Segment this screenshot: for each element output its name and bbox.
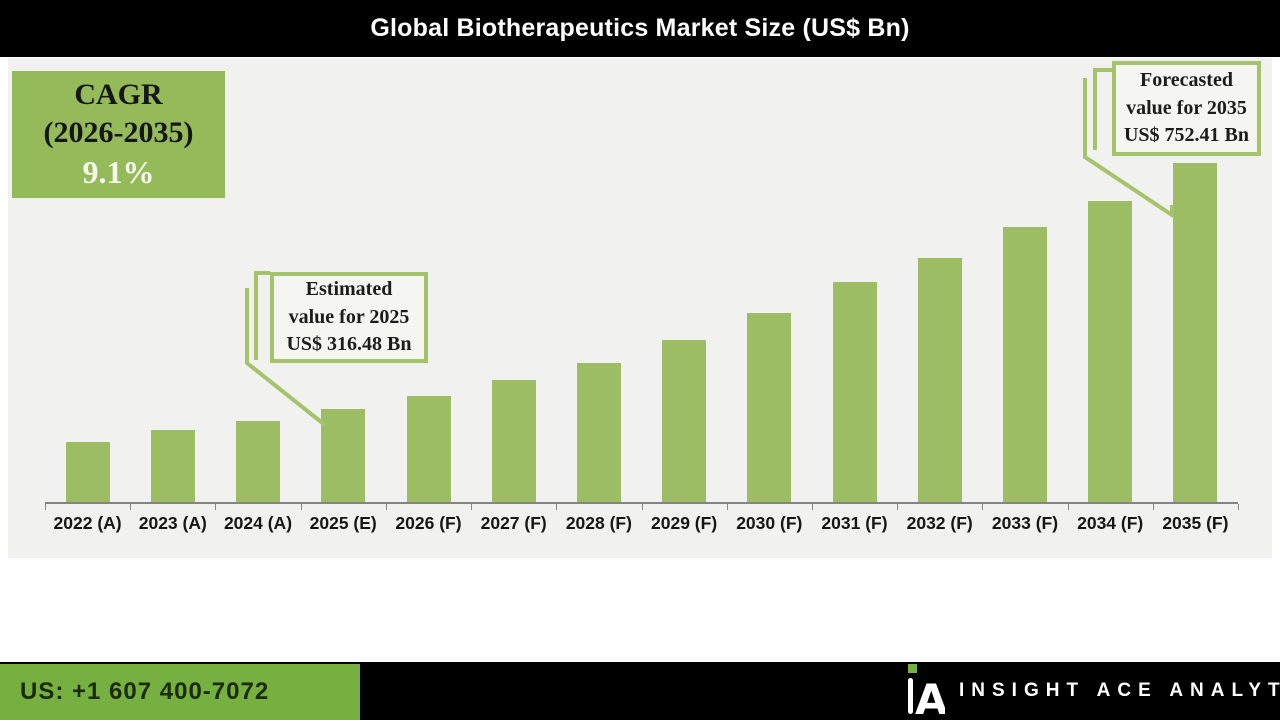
cagr-box: CAGR (2026-2035) 9.1% <box>12 71 225 198</box>
x-axis-label: 2029 (F) <box>651 513 718 533</box>
cagr-value: 9.1% <box>82 154 155 191</box>
estimated-annotation-line2: value for 2025 <box>288 305 410 328</box>
x-axis-label: 2024 (A) <box>223 513 293 533</box>
forecasted-annotation-line2: value for 2035 <box>1126 96 1247 119</box>
x-axis-label: 2023 (A) <box>138 513 207 533</box>
forecasted-annotation: Forecasted value for 2035 US$ 752.41 Bn <box>1112 61 1261 156</box>
x-axis-tick <box>726 504 728 510</box>
bar-2028-F <box>576 363 621 503</box>
bar-2031-F <box>832 282 877 503</box>
bar-2035-F <box>1173 163 1218 503</box>
forecasted-annotation-value: US$ 752.41 Bn <box>1123 124 1250 147</box>
x-axis-label: 2025 (E) <box>309 513 377 533</box>
x-axis-tick <box>1067 504 1069 510</box>
x-axis-tick <box>1238 504 1239 510</box>
bar-2024-A <box>236 421 280 503</box>
x-axis-tick <box>215 504 217 510</box>
phone-number: US: +1 607 400-7072 <box>20 678 270 705</box>
x-axis-tick <box>471 504 473 510</box>
brand-name: INSIGHT ACE ANALYTIC <box>959 680 1280 701</box>
bar-2033-F <box>1003 227 1047 503</box>
chart-title: Global Biotherapeutics Market Size (US$ … <box>370 14 910 42</box>
callout-lines <box>245 68 1174 427</box>
bar-2030-F <box>747 313 792 503</box>
x-axis-label: 2031 (F) <box>821 513 888 533</box>
x-axis-tick <box>385 504 387 510</box>
bar-2026-F <box>406 396 451 503</box>
x-axis-label: 2034 (F) <box>1077 513 1144 533</box>
x-axis-tick <box>45 504 46 510</box>
x-axis-tick <box>130 504 132 510</box>
x-axis-label: 2030 (F) <box>736 513 803 533</box>
bar-2032-F <box>917 258 962 503</box>
bar-2023-A <box>150 430 195 503</box>
forecasted-callout-bracket <box>1093 68 1112 150</box>
bar-2034-F <box>1088 201 1133 503</box>
forecasted-callout-line <box>1083 78 1174 219</box>
x-axis-line <box>45 502 1238 504</box>
x-axis-label: 2027 (F) <box>480 513 547 533</box>
estimated-annotation: Estimated value for 2025 US$ 316.48 Bn <box>270 272 428 363</box>
x-axis-tick <box>982 504 984 510</box>
bar-2025-E <box>321 409 366 503</box>
estimated-annotation-value: US$ 316.48 Bn <box>286 333 412 356</box>
footer-bar: US: +1 607 400-7072 A INSIGHT ACE ANALYT… <box>0 662 1280 720</box>
x-axis-label: 2032 (F) <box>906 513 973 533</box>
bar-2027-F <box>491 380 536 503</box>
cagr-label: CAGR <box>74 77 163 111</box>
x-axis-tick <box>556 504 558 510</box>
cagr-period: (2026-2035) <box>43 116 194 150</box>
x-axis-tick <box>641 504 643 510</box>
x-axis-tick <box>1152 504 1154 510</box>
bar-2022-A <box>65 442 110 503</box>
x-axis-tick <box>897 504 899 510</box>
phone-box: US: +1 607 400-7072 <box>0 664 360 720</box>
x-axis-label: 2028 (F) <box>565 513 632 533</box>
brand-block: A INSIGHT ACE ANALYTIC <box>901 662 1280 720</box>
chart-area: CAGR (2026-2035) 9.1% Estimated value fo… <box>8 58 1272 558</box>
insight-ace-logo-icon: A <box>908 664 945 719</box>
x-axis-tick <box>811 504 813 510</box>
x-axis-label: 2033 (F) <box>991 513 1059 533</box>
x-axis-label: 2035 (F) <box>1162 513 1229 533</box>
estimated-callout-line <box>245 288 327 427</box>
x-axis-label: 2022 (A) <box>53 513 122 533</box>
estimated-annotation-line1: Estimated <box>305 278 393 301</box>
svg-text:A: A <box>915 675 945 719</box>
x-axis-label: 2026 (F) <box>395 513 462 533</box>
x-axis-tick <box>300 504 302 510</box>
bar-2029-F <box>662 340 707 503</box>
market-contributors-strip: Market Contributors: abbvie Lilly aegis … <box>0 558 1280 662</box>
forecasted-annotation-line1: Forecasted <box>1140 69 1233 92</box>
title-bar: Global Biotherapeutics Market Size (US$ … <box>0 0 1280 57</box>
estimated-callout-bracket <box>254 271 270 360</box>
